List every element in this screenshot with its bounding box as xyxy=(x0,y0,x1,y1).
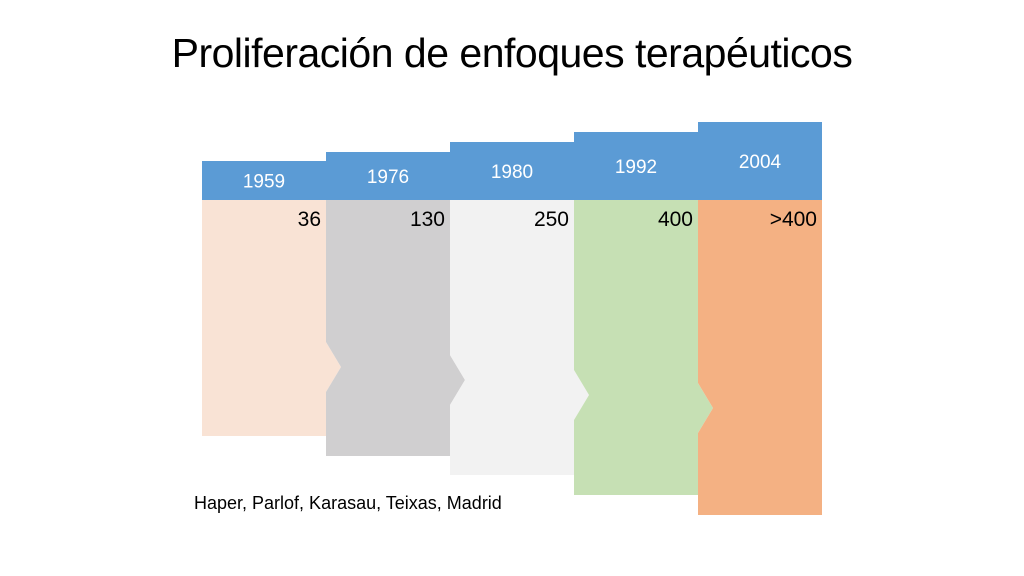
stage-body-1980 xyxy=(450,200,574,475)
stage-body-1959 xyxy=(202,200,326,436)
stage-header-1959 xyxy=(202,161,326,200)
stage-body-1976 xyxy=(326,200,450,456)
stage-arrow-tip-1980 xyxy=(574,370,589,420)
stage-header-1992 xyxy=(574,132,698,200)
stage-header-1976 xyxy=(326,152,450,200)
stage-count-label: 400 xyxy=(658,208,693,231)
stage-year-label: 1992 xyxy=(615,157,657,178)
stage-year-label: 2004 xyxy=(739,152,782,173)
stage-year-label: 1959 xyxy=(243,172,285,193)
stage-count-label: 36 xyxy=(298,208,321,231)
stage-count-label: >400 xyxy=(770,208,817,231)
stage-body-1992 xyxy=(574,200,698,495)
stage-arrow-tip-1992 xyxy=(698,383,713,433)
stage-count-label: 250 xyxy=(534,208,569,231)
stage-header-2004 xyxy=(698,122,822,200)
stage-year-label: 1980 xyxy=(491,162,533,183)
source-citation: Haper, Parlof, Karasau, Teixas, Madrid xyxy=(194,493,502,513)
stage-arrow-tip-1976 xyxy=(450,355,465,405)
stage-bodies xyxy=(202,200,822,515)
stage-arrow-tip-1959 xyxy=(326,342,341,392)
stage-body-2004 xyxy=(698,200,822,515)
page-title: Proliferación de enfoques terapéuticos xyxy=(171,30,853,76)
stage-year-label: 1976 xyxy=(367,167,409,188)
stage-count-label: 130 xyxy=(410,208,445,231)
stage-header-1980 xyxy=(450,142,574,200)
